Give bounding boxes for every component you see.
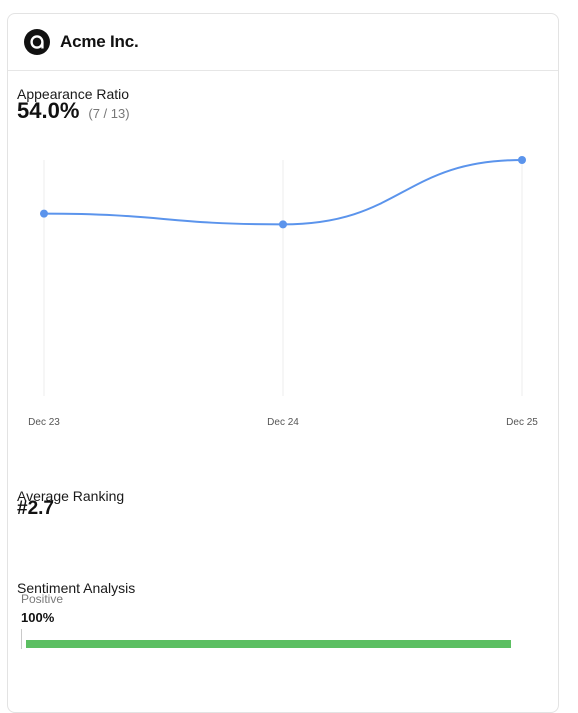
- sentiment-bar-fill: [26, 640, 511, 648]
- x-tick-label: Dec 23: [28, 417, 60, 428]
- appearance-ratio-count: (7 / 13): [88, 106, 130, 121]
- appearance-ratio-value: 54.0%: [17, 98, 80, 123]
- x-tick-label: Dec 24: [267, 417, 299, 428]
- sentiment-axis-line: [21, 629, 22, 649]
- appearance-ratio-row: 54.0% (7 / 13): [17, 98, 130, 124]
- sentiment-analysis-title: Sentiment Analysis: [17, 580, 136, 596]
- average-ranking-title: Average Ranking: [17, 488, 125, 504]
- acme-logo-icon: [24, 29, 50, 55]
- data-point[interactable]: [279, 220, 287, 229]
- data-point[interactable]: [40, 209, 48, 218]
- sentiment-bar-track: [26, 640, 511, 648]
- company-name: Acme Inc.: [60, 32, 139, 51]
- card-header: Acme Inc.: [8, 14, 558, 71]
- data-point[interactable]: [518, 156, 526, 164]
- sentiment-value: 100%: [21, 610, 55, 625]
- average-ranking-value: #2.7: [17, 498, 54, 519]
- sentiment-label: Positive: [21, 592, 64, 606]
- appearance-ratio-chart: Dec 23 Dec 24 Dec 25: [28, 156, 538, 428]
- x-tick-label: Dec 25: [506, 417, 538, 428]
- appearance-ratio-title: Appearance Ratio: [17, 86, 130, 102]
